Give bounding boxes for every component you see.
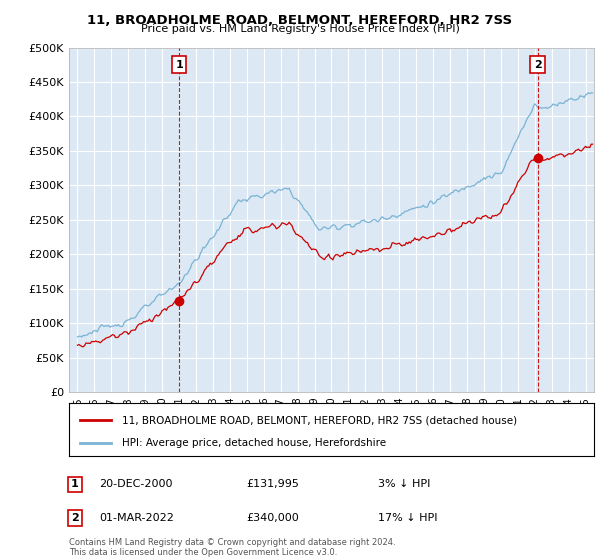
Text: HPI: Average price, detached house, Herefordshire: HPI: Average price, detached house, Here… (121, 438, 386, 448)
Text: 17% ↓ HPI: 17% ↓ HPI (378, 513, 437, 523)
Text: 1: 1 (175, 60, 183, 70)
Text: 20-DEC-2000: 20-DEC-2000 (99, 479, 173, 489)
Text: 11, BROADHOLME ROAD, BELMONT, HEREFORD, HR2 7SS (detached house): 11, BROADHOLME ROAD, BELMONT, HEREFORD, … (121, 415, 517, 425)
Text: £131,995: £131,995 (246, 479, 299, 489)
Text: 3% ↓ HPI: 3% ↓ HPI (378, 479, 430, 489)
Text: 1: 1 (71, 479, 79, 489)
Text: 2: 2 (534, 60, 541, 70)
Text: £340,000: £340,000 (246, 513, 299, 523)
Text: Price paid vs. HM Land Registry's House Price Index (HPI): Price paid vs. HM Land Registry's House … (140, 24, 460, 34)
Text: 01-MAR-2022: 01-MAR-2022 (99, 513, 174, 523)
Text: 11, BROADHOLME ROAD, BELMONT, HEREFORD, HR2 7SS: 11, BROADHOLME ROAD, BELMONT, HEREFORD, … (88, 14, 512, 27)
Text: 2: 2 (71, 513, 79, 523)
Text: Contains HM Land Registry data © Crown copyright and database right 2024.
This d: Contains HM Land Registry data © Crown c… (69, 538, 395, 557)
